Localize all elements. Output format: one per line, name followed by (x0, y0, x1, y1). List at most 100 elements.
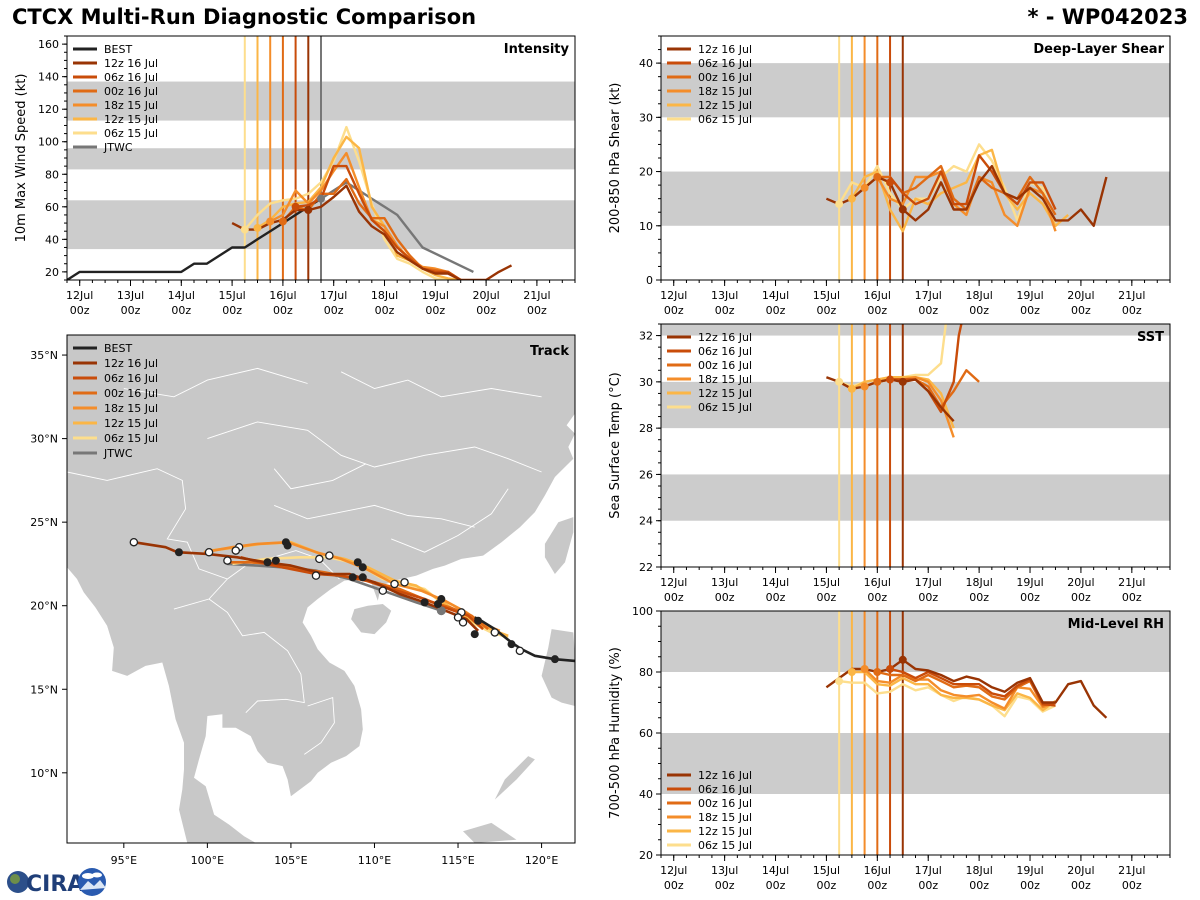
x-tick-label: 00z (1020, 879, 1040, 892)
init-marker (873, 668, 882, 676)
x-tick-label: 00z (969, 591, 989, 604)
x-tick-label: 00z (1071, 879, 1091, 892)
panel-title: Deep-Layer Shear (1033, 42, 1164, 57)
x-tick-label: 18Jul (965, 864, 992, 877)
legend-label: 00z 16 Jul (698, 797, 752, 810)
panel-title: SST (1137, 330, 1164, 345)
logo-text: CIRA (26, 872, 84, 897)
x-tick-label: 00z (1122, 304, 1142, 317)
init-marker (304, 206, 313, 215)
legend-label: 18z 15 Jul (698, 811, 752, 824)
x-tick-label: 00z (817, 879, 837, 892)
init-marker (847, 194, 856, 203)
y-tick-label: 40 (639, 788, 653, 801)
x-tick-label: 17Jul (915, 289, 942, 302)
track-point-filled (420, 598, 429, 607)
legend-label: 18z 15 Jul (698, 373, 752, 386)
legend-label: 06z 15 Jul (698, 839, 752, 852)
legend-label: 00z 16 Jul (104, 387, 158, 400)
y-tick-label: 0 (646, 274, 653, 287)
x-tick-label: 00z (715, 304, 735, 317)
x-tick-label: 17Jul (320, 289, 347, 302)
x-tick-label: 00z (918, 591, 938, 604)
series-line (838, 143, 1057, 227)
init-marker (847, 668, 856, 676)
legend-label: 06z 16 Jul (698, 783, 752, 796)
panel-sst: 22 24 26 28 30 32 12Jul 00z 13Jul 00z 14Jul 00z 15Ju… (608, 323, 1171, 604)
init-marker (873, 172, 882, 181)
init-marker (860, 183, 869, 192)
track-point-filled (470, 630, 479, 639)
x-tick-label: 00z (766, 591, 786, 604)
legend-label: 06z 15 Jul (104, 432, 158, 445)
x-tick-label: 00z (1020, 591, 1040, 604)
track-point-filled (263, 558, 272, 567)
x-tick-label: 00z (1071, 591, 1091, 604)
x-tick-label: 13Jul (117, 289, 144, 302)
border-line (274, 504, 475, 528)
x-tick-label: 20Jul (472, 289, 499, 302)
border-line (391, 488, 509, 553)
y-tick-label: 80 (45, 168, 59, 181)
y-tick-label: 28 (639, 422, 653, 435)
init-marker (873, 377, 882, 386)
legend-label: 12z 16 Jul (698, 769, 752, 782)
track-point-filled (271, 556, 280, 565)
init-marker (898, 655, 907, 664)
series-group (825, 143, 1108, 233)
track-point-open (400, 578, 409, 587)
panel-shear: 0 10 20 30 40 12Jul 00z 13Jul 00z 14Jul 00z 15Jul 00… (608, 35, 1171, 317)
init-marker (240, 225, 249, 234)
x-tick-label: 00z (70, 304, 90, 317)
land-taiwan (544, 517, 574, 574)
x-tick-label: 00z (476, 304, 496, 317)
x-tick-label: 00z (527, 304, 547, 317)
y-axis-label: 10m Max Wind Speed (kt) (14, 74, 29, 243)
shaded-band (661, 611, 1170, 672)
track-point-open (231, 546, 241, 555)
border-line (123, 367, 308, 398)
legend-label: 12z 15 Jul (104, 113, 158, 126)
legend-label: 12z 16 Jul (104, 57, 158, 70)
track-point-open (129, 537, 139, 547)
x-tick-label: 00z (969, 879, 989, 892)
x-tick-label: 12Jul (660, 864, 687, 877)
map-frame (66, 334, 576, 844)
legend-label: 06z 15 Jul (104, 127, 158, 140)
y-tick-label: 30 (639, 111, 653, 124)
y-tick-label: 40 (45, 233, 59, 246)
y-axis-label: 200-850 hPa Shear (kt) (608, 83, 623, 234)
y-tick-label: 32 (639, 330, 653, 343)
x-tick-label: 13Jul (711, 576, 738, 589)
track-point-open (325, 551, 334, 560)
x-tick-label: 20Jul (1067, 289, 1094, 302)
y-tick-label: 120 (38, 103, 59, 116)
x-tick-label: 00z (1020, 304, 1040, 317)
panel-rh: 20 40 60 80 100 12Jul 00z 13Jul 00z 14Jul 00z 15Jul… (608, 605, 1171, 892)
x-tick-label: 12Jul (66, 289, 93, 302)
init-marker (847, 384, 856, 393)
y-tick-label: 40 (639, 57, 653, 70)
x-tick-label: 21Jul (1118, 289, 1145, 302)
init-lines (243, 36, 322, 280)
legend-label: 12z 15 Jul (698, 387, 752, 400)
legend-label: BEST (104, 342, 132, 355)
x-tick-label: 15Jul (813, 289, 840, 302)
x-tick-label: 14Jul (762, 864, 789, 877)
x-tick-label: 00z (222, 304, 242, 317)
track-point-filled (474, 616, 483, 625)
y-tick-label: 10°N (30, 767, 58, 780)
y-tick-label: 15°N (30, 683, 58, 696)
series-line (269, 151, 462, 280)
init-marker (278, 217, 287, 226)
x-tick-label: 00z (1122, 879, 1142, 892)
legend-label: 06z 16 Jul (104, 372, 158, 385)
init-marker (317, 194, 325, 203)
y-tick-label: 20 (45, 266, 59, 279)
track-point-open (315, 554, 324, 564)
x-tick-label: 14Jul (762, 289, 789, 302)
x-tick-label: 00z (664, 879, 684, 892)
x-tick-label: 21Jul (1118, 576, 1145, 589)
